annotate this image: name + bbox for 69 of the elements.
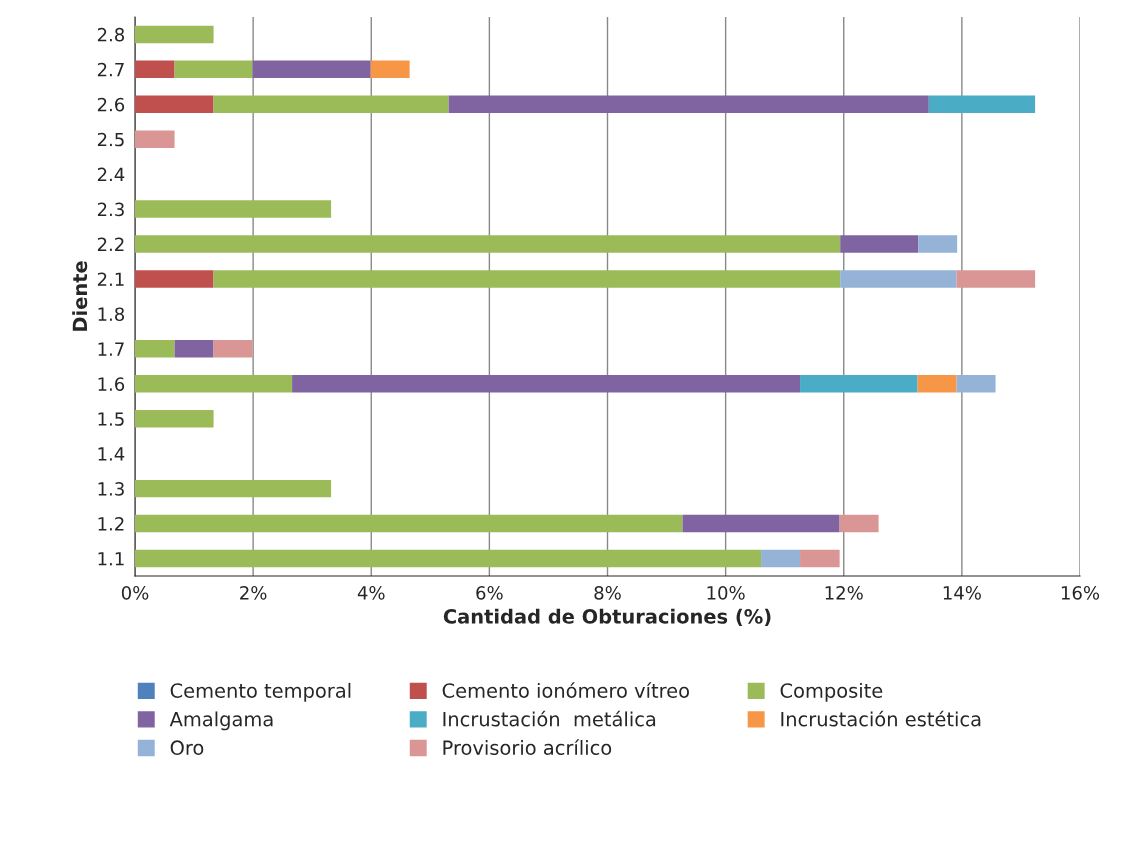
x-tick-label: 16% [1061,586,1100,600]
bar [135,549,762,568]
legend-label: Provisorio acrílico [443,739,612,756]
bar [213,95,449,114]
x-tick-label: 6% [476,586,503,600]
bar [174,340,214,358]
bar [928,95,1036,114]
bar [135,25,214,44]
x-tick-label: 12% [825,586,863,600]
legend-label: Cemento temporal [170,682,351,702]
y-tick-label: 1.7 [98,342,124,356]
y-tick-label: 2.7 [97,62,124,77]
y-tick-label: 2.8 [97,27,125,42]
y-tick-label: 2.2 [97,237,124,251]
bar [213,270,841,288]
bar [682,514,840,533]
y-tick-label: 2.6 [97,97,125,112]
y-tick-label: 1.2 [98,517,124,531]
y-tick-label: 1.6 [98,377,125,391]
bar [840,270,957,288]
bar [918,235,958,253]
y-tick-label: 1.3 [98,482,124,496]
bar [135,340,175,358]
bar [800,549,840,568]
x-tick-label: 8% [594,586,621,600]
bar [839,514,879,533]
bar [135,410,214,428]
y-tick-label: 2.3 [97,202,124,217]
x-tick-label: 0% [121,586,149,600]
bar [135,130,175,148]
bar [370,60,410,79]
bar [292,375,801,393]
x-tick-label: 4% [357,586,385,600]
bar [840,235,919,253]
bar [761,549,801,568]
bar [956,375,996,393]
legend-label: Incrustación estética [781,710,981,727]
bar [135,95,214,114]
bar [800,375,918,393]
x-axis-title: Cantidad de Obturaciones (%) [443,608,771,627]
bar [174,60,253,79]
y-tick-label: 1.4 [98,447,125,461]
y-axis-title: Diente [72,261,88,331]
legend-label: Oro [170,740,204,756]
bar [213,340,253,358]
bar [135,479,332,498]
y-tick-label: 1.8 [98,307,125,322]
bar [135,514,683,533]
y-tick-label: 2.5 [97,132,124,147]
legend-label: Incrustación metálica [443,710,656,727]
x-tick-label: 2% [240,586,267,600]
bar [135,375,293,393]
legend-label: Cemento ionómero vítreo [442,682,689,698]
y-tick-label: 1.1 [98,552,124,566]
x-tick-label: 14% [943,586,981,600]
bar [252,60,371,79]
bar [135,270,214,288]
bar [448,95,929,114]
y-tick-label: 2.1 [97,272,124,286]
bar [917,375,957,393]
bar [956,270,1036,288]
y-tick-label: 2.4 [97,167,125,182]
bar [135,200,332,218]
x-tick-label: 10% [707,586,745,600]
bar [135,60,175,79]
legend-label: Composite [780,682,883,702]
y-tick-label: 1.5 [98,412,124,426]
legend-label: Amalgama [169,711,273,731]
bar [135,235,841,253]
